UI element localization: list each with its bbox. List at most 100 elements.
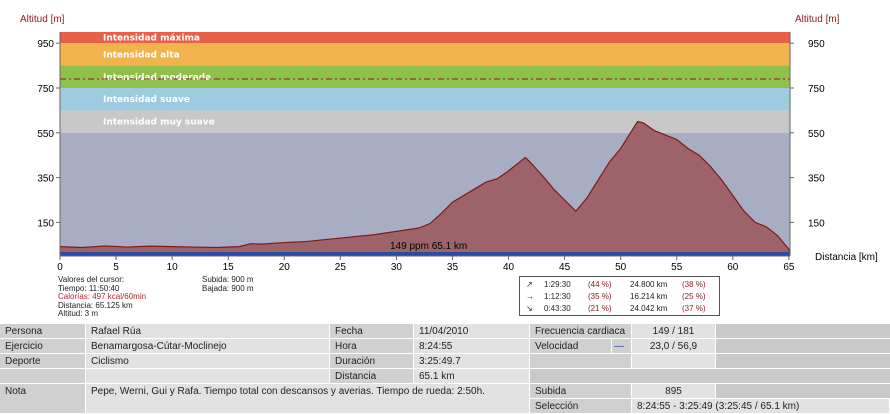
empty-cell — [716, 384, 890, 399]
axes — [59, 32, 791, 257]
climb-values: Subida: 900 m Bajada: 900 m — [202, 275, 282, 293]
stats-distance: 16.214 km — [630, 292, 668, 301]
elevation-fill — [60, 121, 790, 256]
band-label: Intensidad alta — [103, 50, 180, 60]
x-axis-label: Distancia [km] — [815, 252, 878, 263]
x-tick-label: 0 — [57, 262, 63, 273]
exercise-info-table: Persona Rafael Rúa Fecha 11/04/2010 Frec… — [0, 324, 890, 414]
empty-value — [86, 369, 330, 384]
stats-distance-pct: (37 %) — [682, 304, 706, 313]
y-tick-label: 350 — [37, 174, 54, 185]
x-tick-label: 30 — [391, 262, 403, 273]
stats-time-pct: (44 %) — [588, 280, 612, 289]
stats-distance: 24.042 km — [630, 304, 668, 313]
x-tick-label: 5 — [113, 262, 119, 273]
elevation-line — [59, 120, 791, 254]
empty-cell — [530, 369, 890, 384]
band-label: Intensidad máxima — [103, 34, 200, 44]
seleccion-label: Selección — [530, 399, 632, 414]
stats-row-up: ↗ 1:29:30 (44 %) 24.800 km (38 %) — [520, 280, 719, 291]
climb-down: Bajada: 900 m — [202, 283, 254, 293]
speed-strip — [60, 252, 790, 256]
ejercicio-value: Benamargosa-Cútar-Moclinejo — [86, 339, 330, 354]
x-tick-label: 15 — [223, 262, 235, 273]
fc-label: Frecuencia cardiaca — [530, 324, 632, 339]
x-tick-label: 50 — [615, 262, 627, 273]
empty-value — [632, 354, 716, 369]
climb-up: Subida: 900 m — [202, 275, 254, 284]
y-axis-label-left: Altitud [m] — [20, 14, 65, 25]
fc-value: 149 / 181 — [632, 324, 716, 339]
empty-cell — [716, 354, 890, 369]
subida-label: Subida — [530, 384, 632, 399]
x-tick-label: 20 — [279, 262, 291, 273]
stats-distance-pct: (38 %) — [682, 280, 706, 289]
distancia-value: 65.1 km — [414, 369, 530, 384]
empty-cell — [716, 324, 890, 339]
chart-annotation: 149 ppm 65.1 km — [390, 241, 467, 252]
y-tick-label: 550 — [37, 129, 54, 140]
intensity-band — [60, 65, 790, 88]
subida-value: 895 — [632, 384, 716, 399]
elevation-chart: Intensidad máxima Intensidad alta Intensid… — [20, 14, 878, 273]
hora-label: Hora — [330, 339, 414, 354]
empty-cell — [716, 339, 890, 354]
y-tick-label-right: 150 — [808, 218, 825, 229]
y-tick-label-right: 550 — [808, 129, 825, 140]
y-axis-label-right: Altitud [m] — [795, 14, 840, 25]
band-label: Intensidad suave — [103, 95, 190, 105]
velocidad-label: Velocidad — [530, 339, 612, 354]
empty-label — [0, 369, 86, 384]
x-tick-label: 10 — [167, 262, 179, 273]
x-tick-label: 45 — [559, 262, 571, 273]
ejercicio-label: Ejercicio — [0, 339, 86, 354]
persona-value: Rafael Rúa — [86, 324, 330, 339]
stats-row-flat: → 1:12:30 (35 %) 16.214 km (25 %) — [520, 292, 719, 303]
nota-label: Nota — [0, 384, 86, 414]
empty-label — [530, 354, 632, 369]
cursor-values: Valores del cursor: Tiempo: 11:50:40 Cal… — [58, 275, 198, 319]
x-tick-label: 60 — [727, 262, 739, 273]
nota-value: Pepe, Werni, Gui y Rafa. Tiempo total co… — [86, 384, 530, 414]
cursor-distance: Distancia: 65.125 km — [58, 300, 133, 310]
stats-time: 0:43:30 — [544, 304, 571, 313]
x-tick-label: 40 — [503, 262, 515, 273]
hora-value: 8:24:55 — [414, 339, 530, 354]
arrow-down-right-icon: ↘ — [526, 304, 533, 313]
distancia-label: Distancia — [330, 369, 414, 384]
fecha-value: 11/04/2010 — [414, 324, 530, 339]
y-tick-label-right: 750 — [808, 84, 825, 95]
tick-labels: 150 150 350 350 550 550 750 750 950 950 0 5 10 15 20 25… — [37, 39, 825, 273]
cursor-altitude: Altitud: 3 m — [58, 309, 99, 319]
slope-stats-box: ↗ 1:29:30 (44 %) 24.800 km (38 %) → 1:12… — [519, 276, 720, 316]
x-tick-label: 25 — [335, 262, 347, 273]
seleccion-value: 8:24:55 - 3:25:49 (3:25:45 / 65.1 km) — [632, 399, 890, 414]
y-tick-label: 750 — [37, 84, 54, 95]
deporte-value: Ciclismo — [86, 354, 330, 369]
stats-time-pct: (35 %) — [588, 292, 612, 301]
cursor-time: Tiempo: 11:50:40 — [58, 283, 120, 293]
fecha-label: Fecha — [330, 324, 414, 339]
intensity-band — [60, 43, 790, 66]
intensity-band — [60, 32, 790, 44]
stats-time-pct: (21 %) — [588, 304, 612, 313]
cursor-title: Valores del cursor: — [58, 275, 125, 284]
y-tick-label: 950 — [37, 39, 54, 50]
stats-time: 1:29:30 — [544, 280, 571, 289]
intensity-band — [60, 88, 790, 111]
stats-distance-pct: (25 %) — [682, 292, 706, 301]
velocidad-legend-icon: — — [612, 339, 632, 354]
x-tick-label: 35 — [447, 262, 459, 273]
arrow-up-right-icon: ↗ — [526, 280, 533, 289]
band-label: Intensidad muy suave — [103, 118, 215, 128]
y-tick-label-right: 350 — [808, 174, 825, 185]
intensity-band — [60, 110, 790, 133]
stats-time: 1:12:30 — [544, 292, 571, 301]
stats-distance: 24.800 km — [630, 280, 668, 289]
y-tick-label: 150 — [37, 218, 54, 229]
x-tick-label: 65 — [783, 262, 795, 273]
stats-row-down: ↘ 0:43:30 (21 %) 24.042 km (37 %) — [520, 304, 719, 315]
arrow-right-icon: → — [526, 292, 534, 301]
velocidad-value: 23,0 / 56,9 — [632, 339, 716, 354]
duracion-value: 3:25:49.7 — [414, 354, 530, 369]
